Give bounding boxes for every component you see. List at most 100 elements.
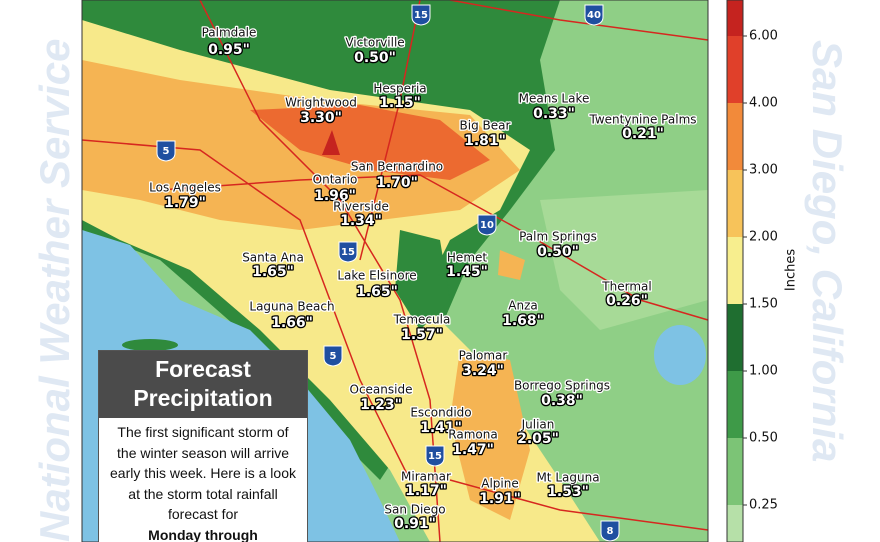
shield-shape [323, 345, 343, 367]
side-title: National Weather Service [31, 39, 78, 542]
city-name: Alpine [481, 477, 518, 491]
legend-label: Inches [784, 249, 799, 291]
city-name: San Diego [384, 503, 445, 517]
shield-number: 40 [587, 10, 601, 21]
shield-number: 15 [414, 10, 428, 21]
legend-tick-label: 6.00 [749, 29, 778, 44]
rain-amount: 0.38" [541, 393, 583, 409]
city-name: Wrightwood [285, 96, 357, 110]
title-line: Precipitation [133, 385, 273, 411]
shield-shape [425, 445, 445, 467]
legend-tick-label: 1.00 [749, 364, 778, 379]
legend-tick-label: 0.25 [749, 498, 778, 513]
city-name: Means Lake [519, 92, 590, 106]
rain-amount: 1.15" [379, 95, 421, 111]
city-name: Santa Ana [242, 251, 304, 265]
city-name: Lake Elsinore [337, 269, 416, 283]
rain-amount: 0.21" [622, 126, 664, 142]
colorbar [726, 0, 744, 542]
city-name: San Bernardino [351, 160, 443, 174]
legend-tick-label: 0.50 [749, 431, 778, 446]
city-name: Miramar [401, 470, 451, 484]
rain-amount: 1.45" [446, 264, 488, 280]
shield-number: 15 [428, 451, 442, 462]
city-name: Mt Laguna [536, 471, 599, 485]
highway-shield: 15 [411, 4, 431, 26]
city-name: Escondido [410, 406, 471, 420]
body-bold: Monday through [148, 526, 258, 542]
highway-shield: 40 [584, 4, 604, 26]
legend-tick-label: 4.00 [749, 96, 778, 111]
highway-shield: 5 [156, 140, 176, 162]
highway-shield: 8 [600, 520, 620, 542]
rain-amount: 1.65" [356, 284, 398, 300]
rain-amount: 1.53" [547, 484, 589, 500]
rain-amount: 1.65" [252, 264, 294, 280]
rain-amount: 0.33" [533, 106, 575, 122]
city-name: Palmdale [202, 26, 257, 40]
highway-shield: 15 [338, 241, 358, 263]
highway-shield: 5 [323, 345, 343, 367]
city-name: Thermal [601, 280, 651, 294]
city-name: Big Bear [460, 119, 511, 133]
body-text: The first significant storm of the winte… [110, 424, 296, 522]
legend-tick-label: 3.00 [749, 163, 778, 178]
city-name: Twentynine Palms [588, 113, 696, 127]
rain-amount: 0.95" [208, 42, 250, 58]
rain-amount: 3.24" [462, 363, 504, 379]
rain-amount: 0.26" [606, 293, 648, 309]
shield-number: 5 [163, 146, 170, 157]
city-name: Oceanside [350, 383, 413, 397]
shield-shape [600, 520, 620, 542]
shield-shape [338, 241, 358, 263]
info-title: Forecast Precipitation [99, 351, 307, 418]
city-name: Anza [508, 299, 537, 313]
city-name: Hesperia [373, 82, 426, 96]
city-name: Ontario [313, 173, 358, 187]
rain-amount: 1.47" [452, 442, 494, 458]
rain-amount: 1.91" [479, 491, 521, 507]
city-name: Los Angeles [149, 181, 221, 195]
highway-shield: 15 [425, 445, 445, 467]
rain-amount: 1.79" [164, 195, 206, 211]
rain-amount: 1.66" [271, 315, 313, 331]
shield-number: 15 [341, 247, 355, 258]
city-name: Palomar [459, 349, 508, 363]
city-name: Palm Springs [519, 230, 597, 244]
legend-tick-label: 2.00 [749, 230, 778, 245]
side-title: San Diego, California [804, 40, 851, 462]
title-line: Forecast [155, 356, 251, 382]
city-name: Ramona [448, 428, 497, 442]
rain-amount: 1.23" [360, 397, 402, 413]
shield-number: 5 [330, 351, 337, 362]
rain-amount: 1.81" [464, 133, 506, 149]
shield-shape [156, 140, 176, 162]
city-name: Riverside [333, 200, 389, 214]
rain-amount: 2.05" [517, 431, 559, 447]
city-name: Julian [521, 418, 555, 432]
shield-shape [411, 4, 431, 26]
city-name: Hemet [447, 251, 487, 265]
info-text: The first significant storm of the winte… [99, 418, 307, 542]
city-name: Borrego Springs [514, 379, 610, 393]
rain-amount: 0.50" [354, 50, 396, 66]
info-box: Forecast Precipitation The first signifi… [98, 350, 308, 542]
rain-amount: 1.41" [420, 420, 462, 436]
city-name: Victorville [345, 36, 404, 50]
shield-shape [477, 214, 497, 236]
shield-number: 8 [607, 526, 614, 537]
rain-amount: 3.30" [300, 110, 342, 126]
rain-amount: 1.68" [502, 313, 544, 329]
city-name: Laguna Beach [249, 300, 334, 314]
shield-number: 10 [480, 220, 494, 231]
rain-amount: 1.57" [401, 327, 443, 343]
rain-amount: 1.96" [314, 188, 356, 204]
shield-shape [584, 4, 604, 26]
rain-amount: 1.17" [405, 483, 447, 499]
rain-amount: 0.50" [537, 244, 579, 260]
legend-tick-label: 1.50 [749, 297, 778, 312]
rain-amount: 1.70" [376, 175, 418, 191]
rain-amount: 0.91" [394, 516, 436, 532]
city-name: Temecula [393, 313, 451, 327]
